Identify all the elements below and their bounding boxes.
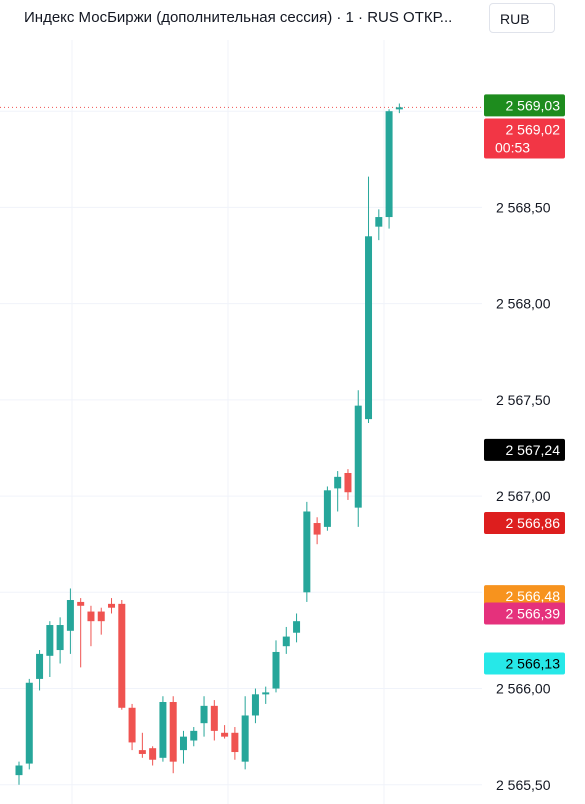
price-label-box [484,512,565,535]
price-label-text: 2 567,24 [506,442,561,458]
candle-down[interactable] [138,750,146,754]
candle-down[interactable] [313,523,321,535]
price-label-box [484,118,565,159]
chart-header: Индекс МосБиржи (дополнительная сессия) … [0,0,585,40]
price-label-box [484,438,565,461]
symbol-title[interactable]: Индекс МосБиржи (дополнительная сессия) … [24,9,453,26]
candle-up[interactable] [262,692,270,695]
candle-down[interactable] [221,732,229,737]
candle-up[interactable] [179,736,187,751]
candle-up[interactable] [365,236,373,420]
price-labels-layer: 2 569,03 2 569,02 00:53 2 567,24 2 566,86 2 5… [484,94,565,675]
candle-up[interactable] [251,694,259,716]
price-label-box [484,652,565,675]
price-label-box [484,94,565,117]
price-axis: 2 565,50 2 566,00 2 567,00 2 567,50 2 568,00… [496,199,551,792]
y-tick-label: 2 568,50 [496,199,551,215]
candle-down[interactable] [149,748,157,760]
candle-down[interactable] [77,601,85,606]
price-label-text: 2 566,86 [506,515,561,531]
candle-down[interactable] [118,603,126,708]
y-tick-label: 2 567,50 [496,392,551,408]
countdown-label: 00:53 [495,139,530,155]
candle-up[interactable] [303,511,311,593]
price-label-text: 2 569,02 [506,121,561,137]
candle-up[interactable] [241,715,249,762]
currency-button[interactable]: RUB [489,3,555,33]
price-label-box [484,585,565,608]
y-tick-label: 2 567,00 [496,488,551,504]
candle-up[interactable] [334,476,342,489]
candle-up[interactable] [36,653,44,679]
price-label-text: 2 566,13 [506,656,561,672]
y-tick-label: 2 565,50 [496,777,551,793]
candle-up[interactable] [354,405,362,508]
price-label-text: 2 566,48 [506,588,561,604]
candle-down[interactable] [108,603,116,608]
y-tick-label: 2 566,00 [496,681,551,697]
candle-up[interactable] [293,621,301,633]
candle-up[interactable] [200,705,208,724]
candle-up[interactable] [56,625,64,651]
candle-up[interactable] [25,682,33,764]
candle-down[interactable] [210,705,218,731]
price-label-box [484,602,565,625]
candle-down[interactable] [169,702,177,762]
candle-up[interactable] [15,765,23,776]
candle-down[interactable] [128,707,136,743]
candle-down[interactable] [231,732,239,753]
price-label-text: 2 566,39 [506,605,561,621]
candle-up[interactable] [385,111,393,218]
candle-down[interactable] [97,611,105,622]
candles-layer [15,103,403,785]
grid-layer [0,40,482,804]
candle-up[interactable] [395,107,403,110]
candle-up[interactable] [159,702,167,758]
candle-up[interactable] [272,651,280,689]
candle-up[interactable] [66,600,74,631]
candle-up[interactable] [46,625,54,656]
candle-up[interactable] [190,730,198,741]
y-tick-label: 2 568,00 [496,296,551,312]
candle-down[interactable] [344,472,352,493]
candle-up[interactable] [375,217,383,227]
candle-up[interactable] [323,490,331,527]
price-label-text: 2 569,03 [506,97,561,113]
candle-up[interactable] [282,636,290,647]
candle-down[interactable] [87,611,95,622]
